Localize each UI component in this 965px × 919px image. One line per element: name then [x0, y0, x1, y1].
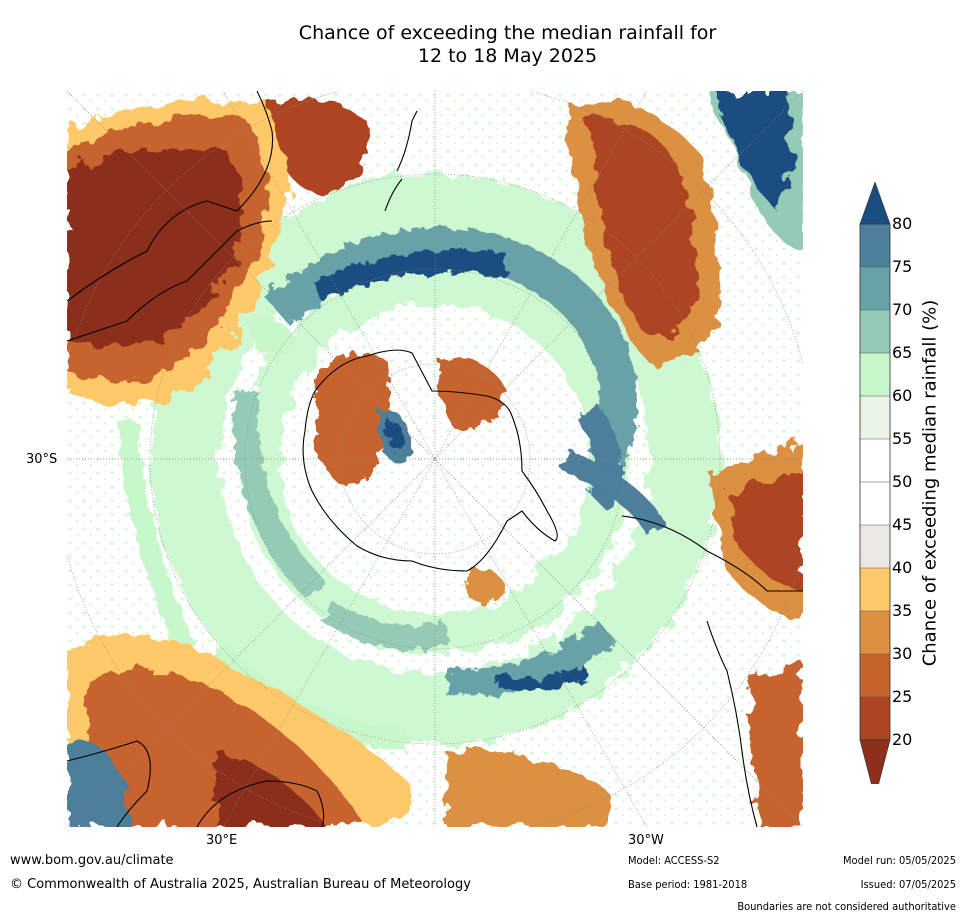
longitude-label-30e: 30°E: [206, 833, 238, 848]
colorbar-segment: [860, 353, 890, 396]
antarctic-anomalies: [247, 318, 507, 603]
colorbar-tick-label: 50: [892, 472, 913, 491]
wet-region-southeast-pacific: [707, 91, 803, 251]
colorbar-under-triangle: [859, 739, 891, 800]
colorbar-segment: [860, 396, 890, 439]
colorbar-tick-label: 20: [892, 730, 913, 749]
graticule: [67, 91, 803, 827]
footer-issued: Issued: 07/05/2025: [860, 878, 956, 891]
dry-region-tasman: [267, 98, 369, 194]
dry-region-southern-africa: [67, 635, 612, 827]
colorbar-segment: [860, 224, 890, 267]
colorbar-tick-label: 60: [892, 386, 913, 405]
footer-model: Model: ACCESS-S2: [628, 854, 720, 867]
dry-region-south-america: [707, 441, 803, 827]
latitude-label-30s: 30°S: [26, 452, 58, 467]
colorbar-segment: [860, 654, 890, 697]
colorbar-tick-label: 55: [892, 429, 913, 448]
australia-south-coast: [67, 220, 273, 342]
footer-model-run: Model run: 05/05/2025: [843, 854, 956, 867]
colorbar-tick-label: 30: [892, 644, 913, 663]
colorbar-tick-label: 75: [892, 257, 913, 276]
africa-coastline: [67, 740, 325, 827]
colorbar-segment: [860, 439, 890, 482]
colorbar-segment: [860, 697, 890, 740]
colorbar-svg: [859, 181, 891, 800]
footer-website[interactable]: www.bom.gov.au/climate: [10, 853, 174, 868]
antarctica-coastline: [302, 349, 558, 572]
colorbar-segment: [860, 482, 890, 525]
colorbar-segment: [860, 267, 890, 310]
coastlines: [67, 91, 803, 827]
new-zealand-coastline: [384, 110, 418, 212]
colorbar-tick-label: 70: [892, 300, 913, 319]
colorbar: [858, 181, 892, 800]
dry-region-australia: [67, 99, 290, 406]
colorbar-tick-label: 80: [892, 214, 913, 233]
colorbar-segment: [860, 568, 890, 611]
colorbar-tick-label: 35: [892, 601, 913, 620]
footer-base-period: Base period: 1981-2018: [628, 878, 748, 891]
australia-coastline: [67, 91, 274, 302]
colorbar-tick-label: 45: [892, 515, 913, 534]
colorbar-tick-label: 40: [892, 558, 913, 577]
dry-region-south-pacific: [567, 99, 720, 367]
colorbar-segment: [860, 310, 890, 353]
chart-title-line-1: Chance of exceeding the median rainfall …: [298, 22, 717, 44]
map-svg: [67, 91, 803, 827]
rainfall-probability-map: [67, 91, 803, 827]
colorbar-over-triangle: [859, 181, 891, 225]
colorbar-segment: [860, 611, 890, 654]
colorbar-frame: [859, 223, 891, 741]
chart-title-line-2: 12 to 18 May 2025: [417, 45, 598, 67]
colorbar-tick-label: 25: [892, 687, 913, 706]
footer-copyright: © Commonwealth of Australia 2025, Austra…: [10, 877, 471, 892]
longitude-label-30w: 30°W: [628, 833, 664, 848]
footer-disclaimer: Boundaries are not considered authoritat…: [737, 900, 956, 913]
colorbar-tick-label: 65: [892, 343, 913, 362]
colorbar-title-text: Chance of exceeding median rainfall (%): [919, 299, 941, 667]
wet-ring-inner: [117, 228, 667, 752]
colorbar-segment: [860, 525, 890, 568]
south-america-coastline: [621, 515, 803, 827]
